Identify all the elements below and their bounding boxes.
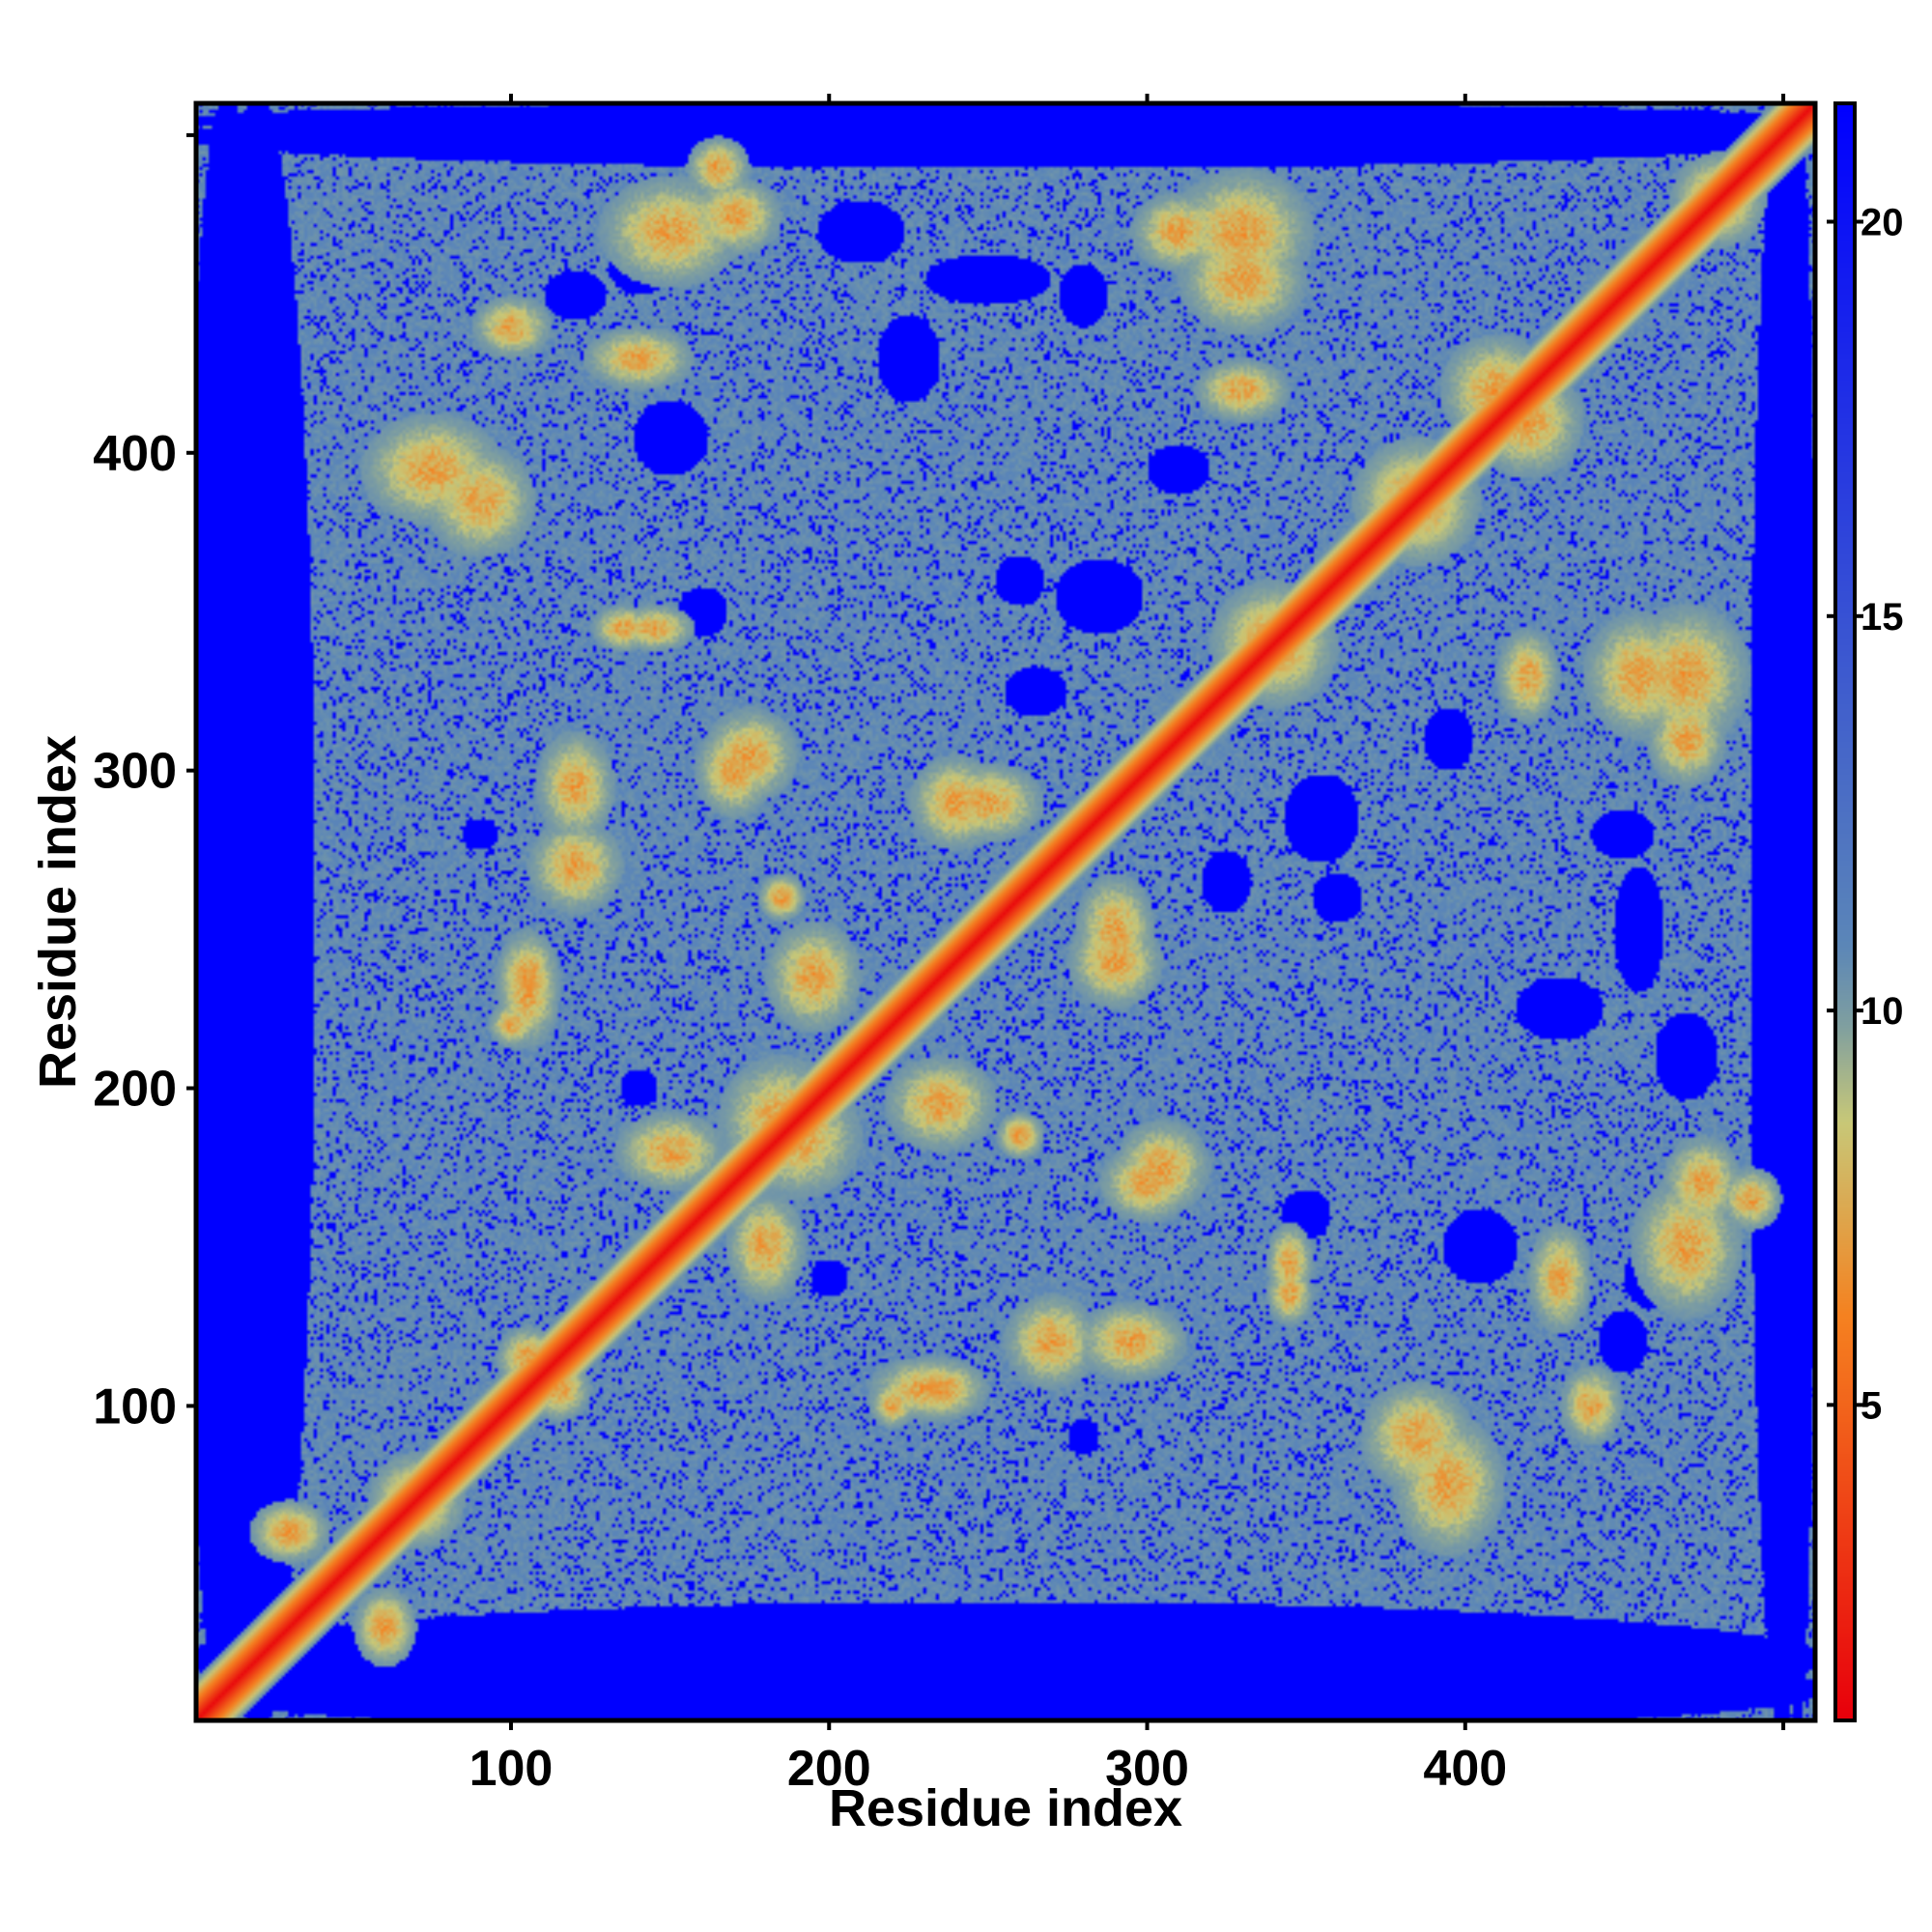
colorbar-frame bbox=[1833, 101, 1857, 1722]
colorbar-tick-label: 5 bbox=[1861, 1384, 1882, 1427]
y-tick-label: 300 bbox=[93, 744, 177, 800]
plot-frame bbox=[193, 100, 1818, 1723]
x-tick-label: 400 bbox=[1423, 1741, 1507, 1797]
y-tick-label: 200 bbox=[93, 1062, 177, 1118]
colorbar-tick-label: 10 bbox=[1861, 990, 1904, 1033]
y-axis-label: Residue index bbox=[29, 735, 87, 1089]
colorbar-ticks: 5 10 15 20 bbox=[1827, 201, 1904, 1427]
y-tick-label: 400 bbox=[93, 426, 177, 482]
x-tick-label: 300 bbox=[1105, 1741, 1189, 1797]
colorbar-gradient bbox=[1835, 103, 1855, 1720]
colorbar-tick-label: 20 bbox=[1861, 201, 1904, 243]
colorbar: 5 10 15 20 bbox=[1827, 101, 1904, 1722]
x-axis-label: Residue index bbox=[829, 1779, 1182, 1837]
x-tick-label: 200 bbox=[787, 1741, 871, 1797]
x-axis-ticks: 100 200 300 400 bbox=[469, 94, 1786, 1797]
heatmap-cells bbox=[196, 103, 1815, 1720]
y-axis-ticks: 100 200 300 400 bbox=[93, 132, 196, 1435]
heatmap-panel bbox=[193, 100, 1818, 1723]
colorbar-tick-label: 15 bbox=[1861, 596, 1904, 639]
x-tick-label: 100 bbox=[469, 1741, 554, 1797]
y-tick-label: 100 bbox=[93, 1378, 177, 1435]
